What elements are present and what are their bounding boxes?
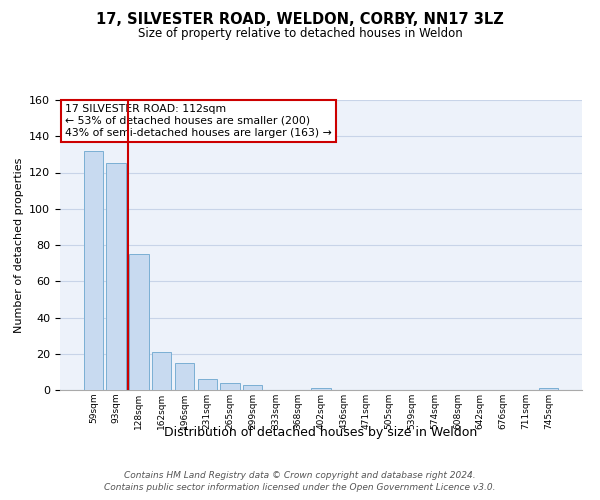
Text: 17 SILVESTER ROAD: 112sqm
← 53% of detached houses are smaller (200)
43% of semi: 17 SILVESTER ROAD: 112sqm ← 53% of detac…: [65, 104, 332, 138]
Bar: [311, 388, 331, 390]
Text: Size of property relative to detached houses in Weldon: Size of property relative to detached ho…: [137, 28, 463, 40]
Bar: [243, 384, 262, 390]
Y-axis label: Number of detached properties: Number of detached properties: [14, 158, 23, 332]
Bar: [129, 254, 149, 390]
Text: 17, SILVESTER ROAD, WELDON, CORBY, NN17 3LZ: 17, SILVESTER ROAD, WELDON, CORBY, NN17 …: [96, 12, 504, 28]
Bar: [197, 379, 217, 390]
Bar: [84, 151, 103, 390]
Text: Contains public sector information licensed under the Open Government Licence v3: Contains public sector information licen…: [104, 484, 496, 492]
Bar: [539, 388, 558, 390]
Text: Distribution of detached houses by size in Weldon: Distribution of detached houses by size …: [164, 426, 478, 439]
Bar: [152, 352, 172, 390]
Bar: [220, 383, 239, 390]
Bar: [106, 164, 126, 390]
Text: Contains HM Land Registry data © Crown copyright and database right 2024.: Contains HM Land Registry data © Crown c…: [124, 471, 476, 480]
Bar: [175, 363, 194, 390]
